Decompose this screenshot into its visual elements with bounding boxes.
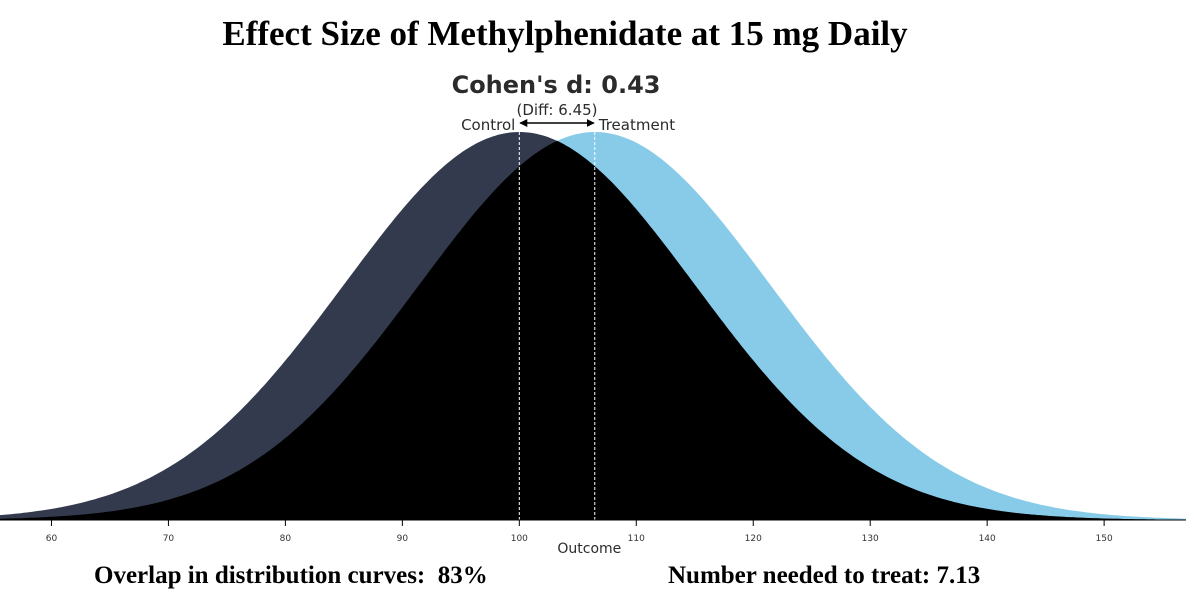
mean-difference-label: (Diff: 6.45) xyxy=(517,101,598,119)
overlap-distribution-area xyxy=(0,141,1186,520)
x-tick-label: 130 xyxy=(862,534,879,544)
x-tick-label: 150 xyxy=(1096,534,1113,544)
cohens-d-label: Cohen's d: 0.43 xyxy=(452,71,661,99)
treatment-series-label: Treatment xyxy=(598,116,675,134)
x-tick-label: 120 xyxy=(745,534,762,544)
number-needed-to-treat: Number needed to treat: 7.13 xyxy=(668,562,981,589)
x-axis-ticks: 60 70 80 90 100 110 120 130 140 150 xyxy=(46,520,1113,544)
overlap-statistic: Overlap in distribution curves: 83% xyxy=(94,562,488,589)
x-tick-label: 90 xyxy=(397,534,409,544)
x-tick-label: 70 xyxy=(163,534,175,544)
effect-size-chart: 60 70 80 90 100 110 120 130 140 150 Cohen's d: 0.… xyxy=(0,71,1186,557)
x-tick-label: 60 xyxy=(46,534,58,544)
control-series-label: Control xyxy=(461,116,515,134)
x-tick-label: 80 xyxy=(280,534,292,544)
x-axis-label: Outcome xyxy=(557,541,621,557)
x-tick-label: 140 xyxy=(979,534,996,544)
x-tick-label: 110 xyxy=(628,534,645,544)
chart-title: Effect Size of Methylphenidate at 15 mg … xyxy=(222,14,908,53)
x-tick-label: 100 xyxy=(511,534,528,544)
